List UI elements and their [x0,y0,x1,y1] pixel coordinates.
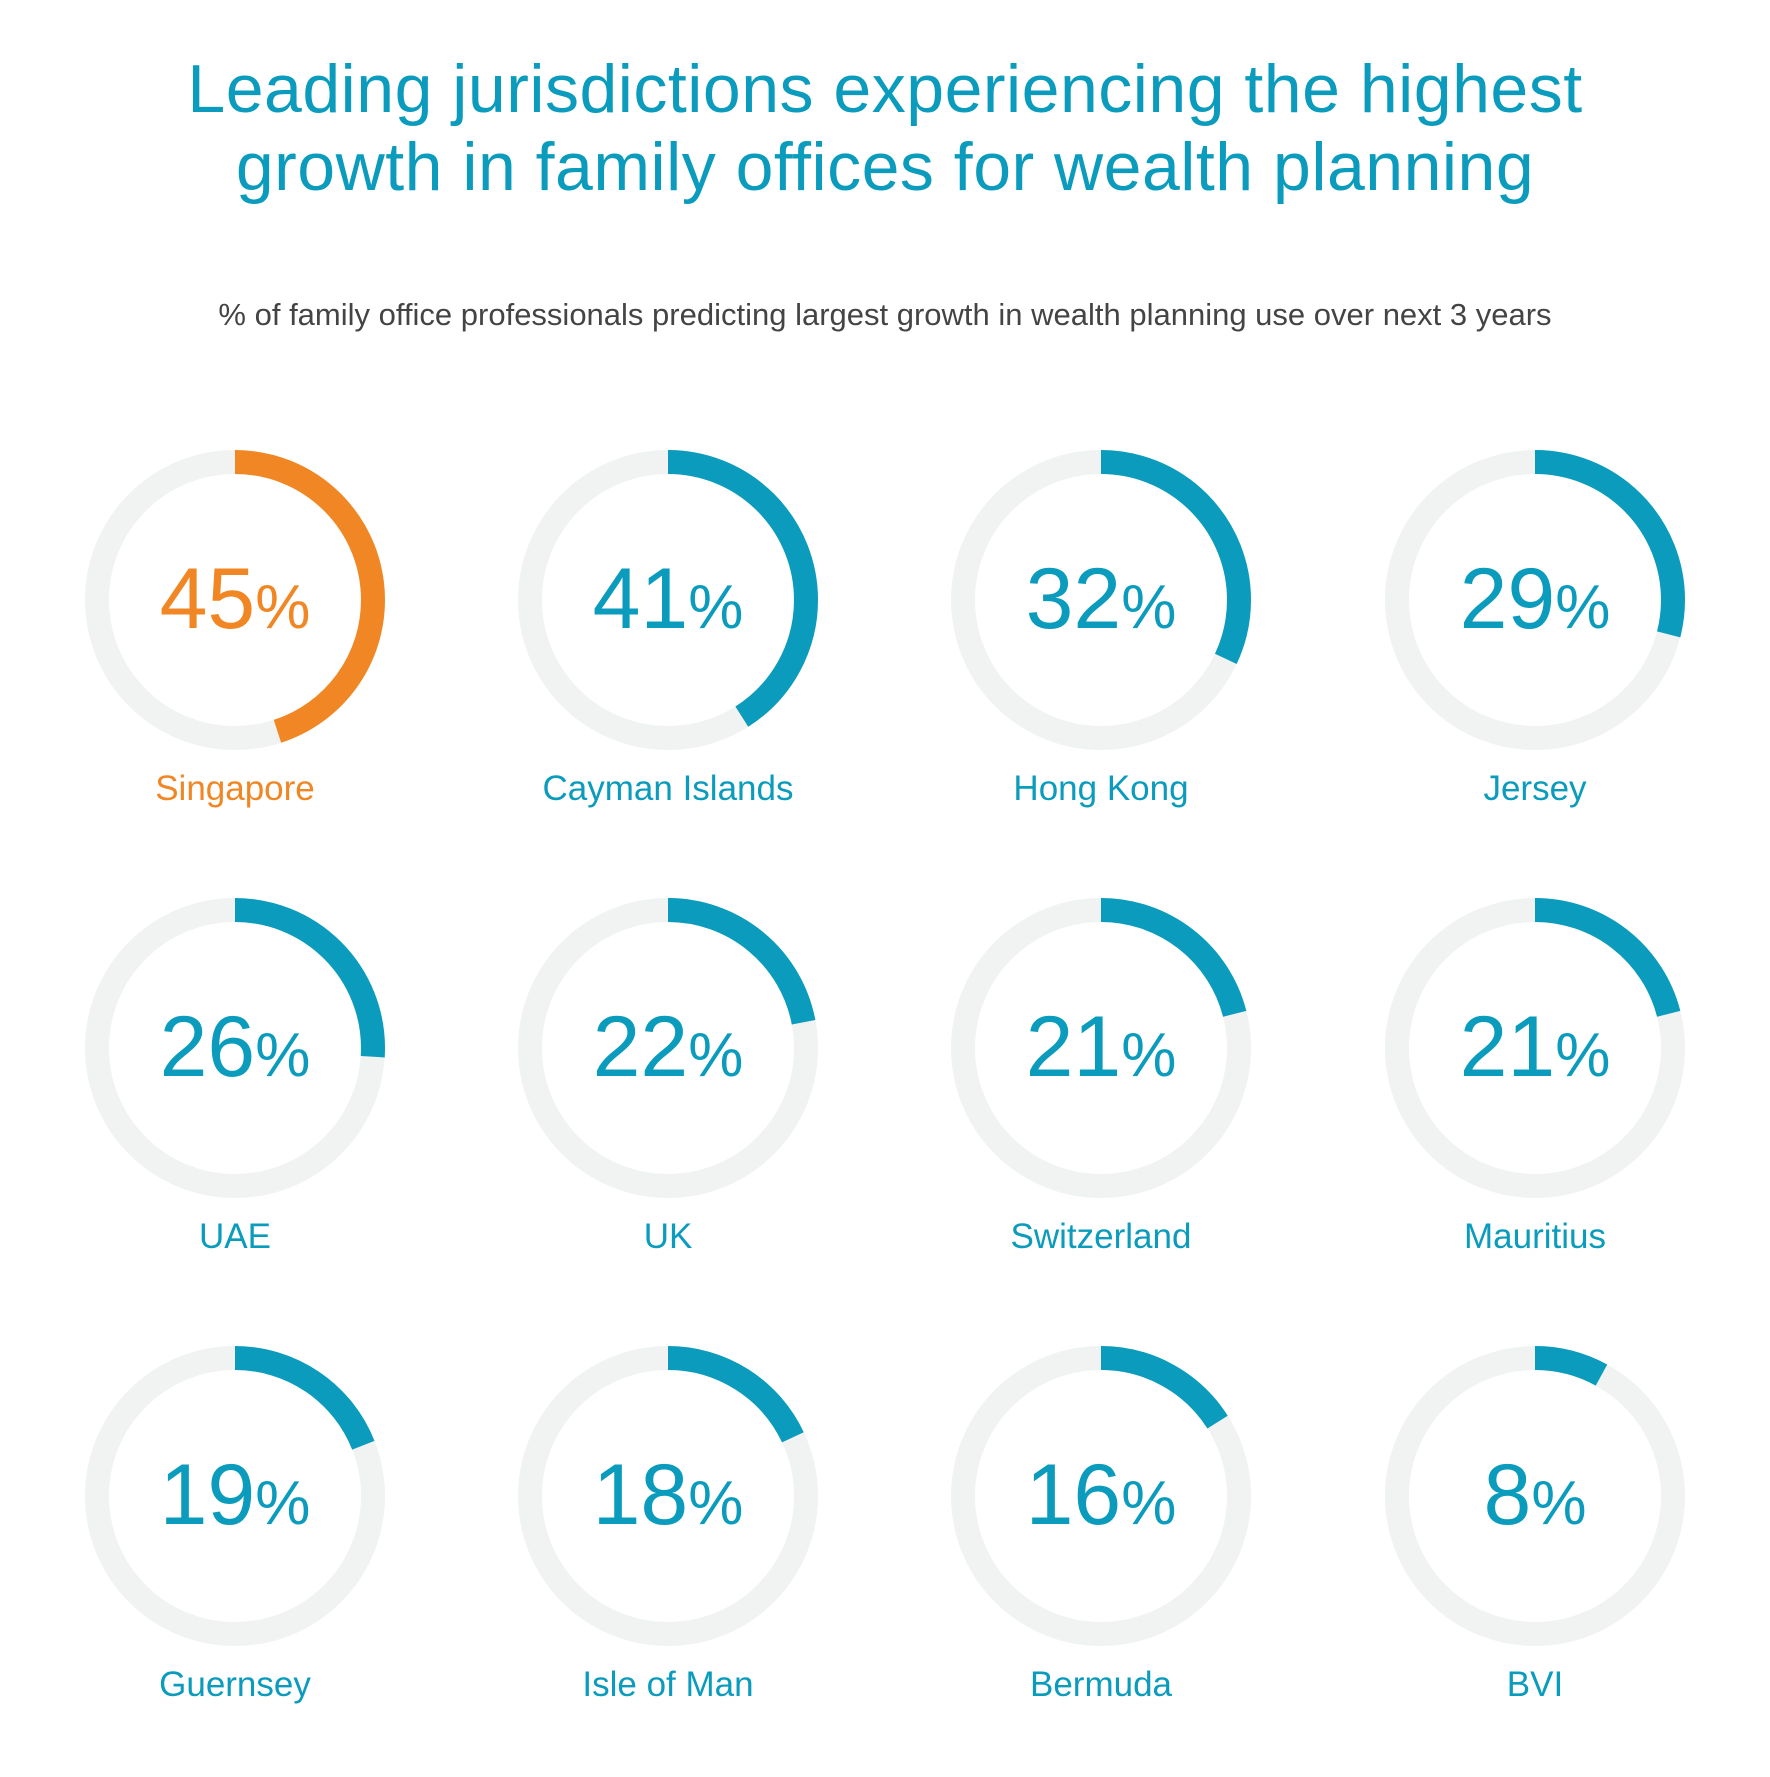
value-unit: % [688,1021,743,1090]
value-number: 21 [1460,999,1556,1095]
donut-guernsey: 19% Guernsey [85,1346,385,1704]
value-unit: % [1531,1469,1586,1538]
value-number: 19 [160,1447,256,1543]
donut-label-jersey: Jersey [1483,769,1587,808]
value-unit: % [688,1469,743,1538]
donut-cayman-islands: 41% Cayman Islands [518,450,818,808]
donut-arc-uk [518,898,818,1198]
donut-value-uae: 26% [160,999,311,1095]
donut-value-singapore: 45% [160,551,311,647]
chart-subtitle: % of family office professionals predict… [218,297,1552,332]
donut-arc-bermuda [951,1346,1251,1646]
donut-arc-cayman-islands [518,450,818,750]
donut-value-hong-kong: 32% [1026,551,1177,647]
donut-label-isle-of-man: Isle of Man [582,1665,753,1704]
donut-value-cayman-islands: 41% [593,551,744,647]
chart-title: Leading jurisdictions experiencing the h… [0,50,1770,206]
donut-arc-hong-kong [951,450,1251,750]
donut-label-bermuda: Bermuda [1030,1665,1173,1704]
value-unit: % [1121,1469,1176,1538]
value-number: 45 [160,551,256,647]
donut-arc-switzerland [951,898,1251,1198]
donut-value-bermuda: 16% [1026,1447,1177,1543]
donut-arc-jersey [1385,450,1685,750]
donut-bvi: 8% BVI [1385,1346,1685,1704]
donut-bermuda: 16% Bermuda [951,1346,1251,1704]
chart-title-line-1: Leading jurisdictions experiencing the h… [187,51,1583,127]
donut-label-cayman-islands: Cayman Islands [543,769,794,808]
value-unit: % [255,573,310,642]
donut-arc-uae [85,898,385,1198]
donut-value-jersey: 29% [1460,551,1611,647]
value-number: 26 [160,999,256,1095]
value-number: 16 [1026,1447,1122,1543]
donut-switzerland: 21% Switzerland [951,898,1251,1256]
donut-label-mauritius: Mauritius [1464,1217,1606,1256]
value-number: 22 [593,999,689,1095]
donut-label-uk: UK [644,1217,693,1256]
donut-value-guernsey: 19% [160,1447,311,1543]
donut-label-uae: UAE [199,1217,271,1256]
donut-label-hong-kong: Hong Kong [1013,769,1188,808]
donut-label-switzerland: Switzerland [1011,1217,1192,1256]
donut-value-switzerland: 21% [1026,999,1177,1095]
donut-jersey: 29% Jersey [1385,450,1685,808]
value-unit: % [1121,1021,1176,1090]
donut-mauritius: 21% Mauritius [1385,898,1685,1256]
value-unit: % [1555,573,1610,642]
donut-arc-singapore [85,450,385,750]
value-number: 41 [593,551,689,647]
value-unit: % [1555,1021,1610,1090]
donut-arc-guernsey [85,1346,385,1646]
value-number: 29 [1460,551,1556,647]
donut-arc-mauritius [1385,898,1685,1198]
donut-arc-isle-of-man [518,1346,818,1646]
value-number: 8 [1484,1447,1532,1543]
chart-title-line-2: growth in family offices for wealth plan… [235,129,1535,205]
value-unit: % [688,573,743,642]
donut-label-bvi: BVI [1507,1665,1563,1704]
value-number: 21 [1026,999,1122,1095]
donut-isle-of-man: 18% Isle of Man [518,1346,818,1704]
donut-uae: 26% UAE [85,898,385,1256]
donut-value-isle-of-man: 18% [593,1447,744,1543]
donut-value-bvi: 8% [1484,1447,1587,1543]
donut-arc-bvi [1385,1346,1685,1646]
value-unit: % [255,1469,310,1538]
donut-value-uk: 22% [593,999,744,1095]
value-unit: % [255,1021,310,1090]
value-unit: % [1121,573,1176,642]
donut-hong-kong: 32% Hong Kong [951,450,1251,808]
donut-label-guernsey: Guernsey [159,1665,311,1704]
donut-singapore: 45% Singapore [85,450,385,808]
value-number: 32 [1026,551,1122,647]
donut-label-singapore: Singapore [155,769,315,808]
donut-uk: 22% UK [518,898,818,1256]
donut-value-mauritius: 21% [1460,999,1611,1095]
value-number: 18 [593,1447,689,1543]
